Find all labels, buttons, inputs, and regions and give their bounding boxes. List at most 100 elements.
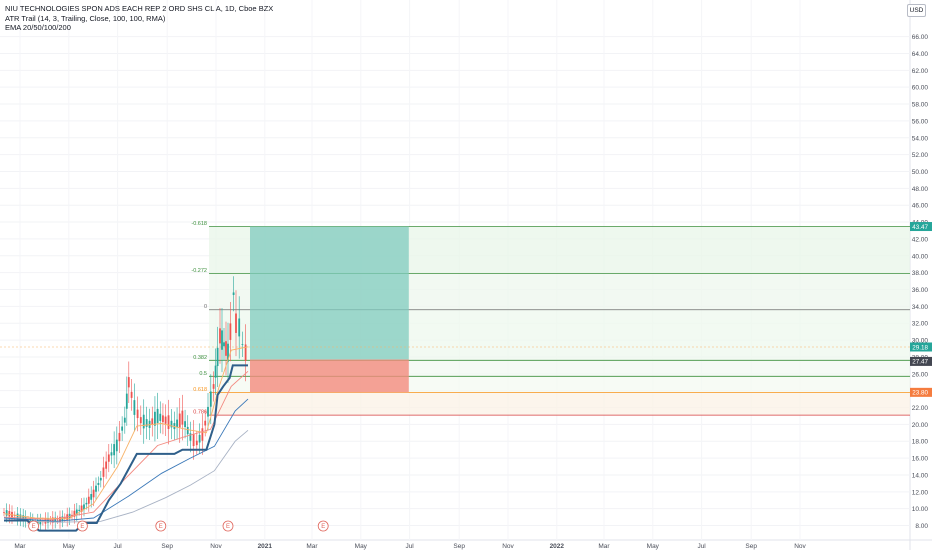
candle-body [115, 439, 118, 452]
y-tick-label: 20.00 [912, 422, 929, 429]
y-tick-label: 58.00 [912, 102, 929, 109]
candle-body [90, 493, 93, 500]
candle-body [241, 344, 244, 345]
candle-body [102, 467, 105, 477]
candle-body [5, 510, 8, 516]
earnings-marker [155, 520, 167, 532]
fib-level-label: -0.618 [191, 221, 207, 227]
x-tick-label: May [647, 543, 660, 550]
candle-body [51, 517, 54, 523]
x-tick-label: Jul [697, 543, 706, 550]
y-tick-label: 18.00 [912, 439, 929, 446]
candle-body [8, 510, 11, 517]
candle-body [170, 420, 173, 428]
candle-body [16, 513, 19, 519]
candle-body [244, 344, 247, 361]
series-line-ema-200 [3, 429, 249, 523]
price-axis-tag-label: 43.47 [912, 224, 928, 231]
y-tick-label: 64.00 [912, 51, 929, 58]
y-tick-label: 66.00 [912, 34, 929, 41]
chart-legend: NIU TECHNOLOGIES SPON ADS EACH REP 2 ORD… [5, 4, 273, 33]
series-line-ema-20 [3, 346, 249, 520]
fib-band [209, 392, 910, 416]
candle-body [49, 519, 52, 521]
candle-body [36, 519, 39, 526]
candle-body [123, 417, 126, 423]
y-tick-label: 62.00 [912, 68, 929, 75]
y-tick-label: 38.00 [912, 270, 929, 277]
candle-body [225, 341, 227, 356]
candle-body [238, 318, 241, 337]
candle-body [198, 434, 201, 443]
candle-body [95, 485, 97, 492]
candle-body [54, 517, 57, 523]
candle-body [156, 408, 159, 424]
candle-body [195, 440, 198, 446]
candle-body [176, 419, 178, 427]
candle-body [78, 509, 81, 511]
x-tick-label: Sep [745, 543, 757, 550]
candle-body [173, 423, 176, 430]
price-axis-tag [910, 356, 932, 366]
candle-body [19, 514, 22, 520]
candle-body [207, 406, 209, 417]
candle-body [181, 410, 184, 425]
fib-level-label: 0.5 [199, 371, 207, 377]
candle-body [167, 415, 170, 429]
symbol-title: NIU TECHNOLOGIES SPON ADS EACH REP 2 ORD… [5, 4, 274, 13]
y-tick-label: 12.00 [912, 489, 929, 496]
candle-body [92, 489, 95, 498]
earnings-marker-label: E [159, 524, 163, 530]
candle-body [186, 426, 189, 435]
candle-body [3, 512, 5, 513]
earnings-marker [222, 520, 234, 532]
y-tick-label: 54.00 [912, 135, 929, 142]
y-tick-label: 42.00 [912, 236, 929, 243]
candle-body [204, 420, 207, 426]
candle-body [235, 313, 237, 333]
candle-body [192, 433, 195, 447]
fib-level-label: 0 [204, 304, 207, 310]
candle-body [139, 417, 142, 424]
price-axis-tag [910, 387, 932, 397]
x-tick-label: Sep [453, 543, 465, 550]
candle-body [121, 426, 124, 431]
candle-body [154, 411, 156, 426]
candle-body [118, 432, 121, 442]
fib-level-label: 0.618 [193, 387, 207, 393]
candle-body [133, 400, 136, 415]
position-stop-zone [250, 359, 409, 393]
candle-body [136, 409, 139, 419]
x-tick-label: May [355, 543, 368, 550]
candle-body [85, 502, 88, 505]
y-tick-label: 10.00 [912, 506, 929, 513]
x-tick-label: Nov [794, 543, 806, 550]
candle-body [125, 393, 128, 409]
y-tick-label: 48.00 [912, 186, 929, 193]
ema-label: EMA 20/50/100/200 [5, 23, 71, 32]
y-tick-label: 56.00 [912, 118, 929, 125]
candle-body [142, 414, 145, 429]
y-tick-label: 8.00 [915, 523, 928, 530]
x-tick-label: Nov [210, 543, 222, 550]
y-tick-label: 36.00 [912, 287, 929, 294]
candle-body [221, 330, 223, 350]
position-profit-zone [250, 226, 409, 360]
price-axis-tag-label: 23.80 [912, 390, 928, 397]
earnings-marker-label: E [32, 524, 36, 530]
x-tick-label: Mar [14, 543, 26, 550]
y-tick-label: 22.00 [912, 405, 929, 412]
earnings-marker-label: E [321, 524, 325, 530]
currency-button[interactable]: USD [907, 4, 926, 17]
candle-body [107, 454, 110, 462]
candle-body [178, 413, 181, 428]
atr-trail-label: ATR Trail (14, 3, Trailing, Close, 100, … [5, 13, 166, 23]
candle-body [151, 418, 154, 425]
candle-body [83, 504, 85, 510]
candle-body [75, 509, 78, 515]
candle-body [232, 292, 235, 295]
candle-body [184, 421, 186, 428]
y-tick-label: 34.00 [912, 304, 929, 311]
candle-body [229, 323, 232, 340]
